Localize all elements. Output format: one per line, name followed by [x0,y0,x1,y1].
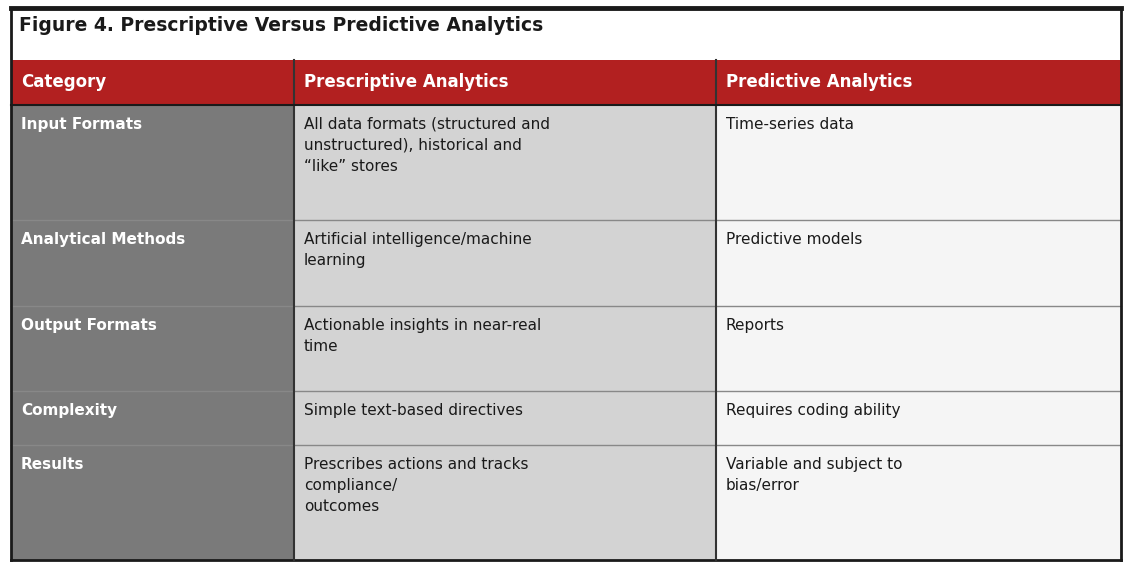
Bar [11,8,1121,60]
Text: Prescriptive Analytics: Prescriptive Analytics [305,73,508,91]
Text: Complexity: Complexity [22,403,117,418]
Text: Actionable insights in near-real
time: Actionable insights in near-real time [305,318,541,354]
Bar [11,220,294,306]
Bar [11,445,294,560]
Text: Input Formats: Input Formats [22,117,143,132]
Bar [11,105,294,220]
Bar [294,445,715,560]
Text: Requires coding ability: Requires coding ability [726,403,900,418]
Bar [294,391,715,445]
Text: Category: Category [22,73,106,91]
Bar [715,391,1121,445]
Bar [11,391,294,445]
Bar [294,306,715,391]
Text: Prescribes actions and tracks
compliance/
outcomes: Prescribes actions and tracks compliance… [305,457,529,513]
Bar [715,105,1121,220]
Text: Figure 4. Prescriptive Versus Predictive Analytics: Figure 4. Prescriptive Versus Predictive… [19,16,543,35]
Text: Artificial intelligence/machine
learning: Artificial intelligence/machine learning [305,232,532,268]
Text: Predictive Analytics: Predictive Analytics [726,73,912,91]
Bar [715,306,1121,391]
Bar [715,445,1121,560]
Bar [11,60,294,105]
Text: Variable and subject to
bias/error: Variable and subject to bias/error [726,457,902,492]
Bar [294,220,715,306]
Text: Analytical Methods: Analytical Methods [22,232,186,247]
Bar [11,306,294,391]
Bar [715,220,1121,306]
Bar [294,60,715,105]
Text: Results: Results [22,457,85,471]
Bar [294,105,715,220]
Text: All data formats (structured and
unstructured), historical and
“like” stores: All data formats (structured and unstruc… [305,117,550,174]
Text: Output Formats: Output Formats [22,318,157,333]
Text: Predictive models: Predictive models [726,232,863,247]
Text: Reports: Reports [726,318,784,333]
Bar [715,60,1121,105]
Text: Time-series data: Time-series data [726,117,854,132]
Text: Simple text-based directives: Simple text-based directives [305,403,523,418]
